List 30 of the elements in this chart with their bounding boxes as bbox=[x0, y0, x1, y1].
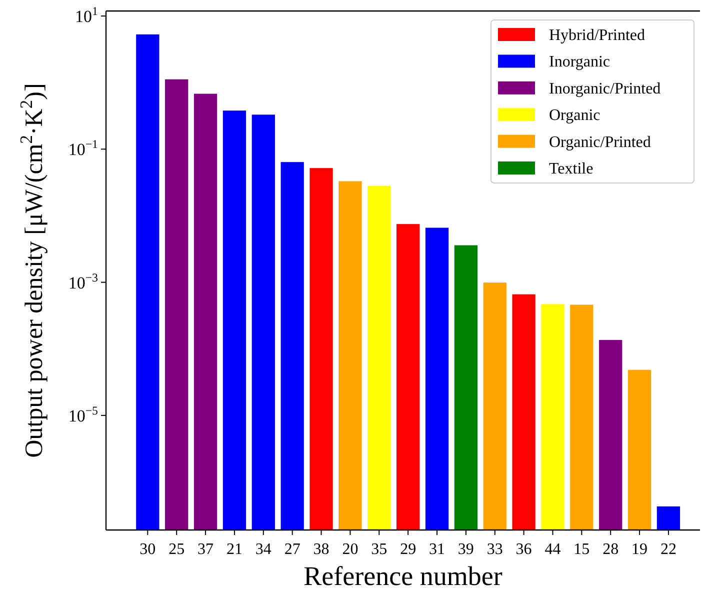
x-axis-title: Reference number bbox=[304, 561, 502, 591]
x-tick-label: 33 bbox=[486, 541, 503, 558]
y-tick-label: 10$^{1}$ bbox=[75, 4, 98, 26]
y-tick-label: 10$^{−5}$ bbox=[68, 403, 98, 426]
x-tick-label: 37 bbox=[198, 541, 214, 558]
x-tick-label: 35 bbox=[371, 541, 388, 558]
x-tick-label: 34 bbox=[255, 541, 272, 558]
x-tick-label: 28 bbox=[602, 541, 619, 558]
y-tick-label: 10$^{−1}$ bbox=[68, 137, 98, 160]
x-tick-label: 44 bbox=[544, 541, 561, 558]
x-tick-label: 22 bbox=[660, 541, 676, 558]
x-tick-label: 39 bbox=[458, 541, 474, 558]
x-tick-label: 15 bbox=[574, 541, 590, 558]
y-tick-label: 10$^{−3}$ bbox=[68, 270, 98, 292]
x-tick-label: 29 bbox=[400, 541, 416, 558]
x-tick-label: 19 bbox=[632, 541, 648, 558]
legend-label: Organic bbox=[549, 107, 600, 124]
legend-label: Hybrid/Printed bbox=[549, 27, 645, 44]
x-tick-label: 27 bbox=[284, 541, 300, 558]
legend-label: Inorganic/Printed bbox=[549, 80, 661, 98]
legend-label: Inorganic bbox=[549, 54, 610, 71]
x-tick-label: 36 bbox=[516, 541, 532, 558]
legend-label: Organic/Printed bbox=[549, 134, 651, 151]
x-tick-label: 25 bbox=[168, 541, 185, 558]
x-tick-label: 30 bbox=[140, 541, 156, 558]
x-tick-label: 20 bbox=[342, 541, 358, 558]
x-tick-label: 31 bbox=[428, 541, 445, 558]
legend-label: Textile bbox=[549, 160, 594, 178]
x-tick-label: 21 bbox=[226, 541, 242, 558]
x-tick-label: 38 bbox=[313, 541, 330, 558]
